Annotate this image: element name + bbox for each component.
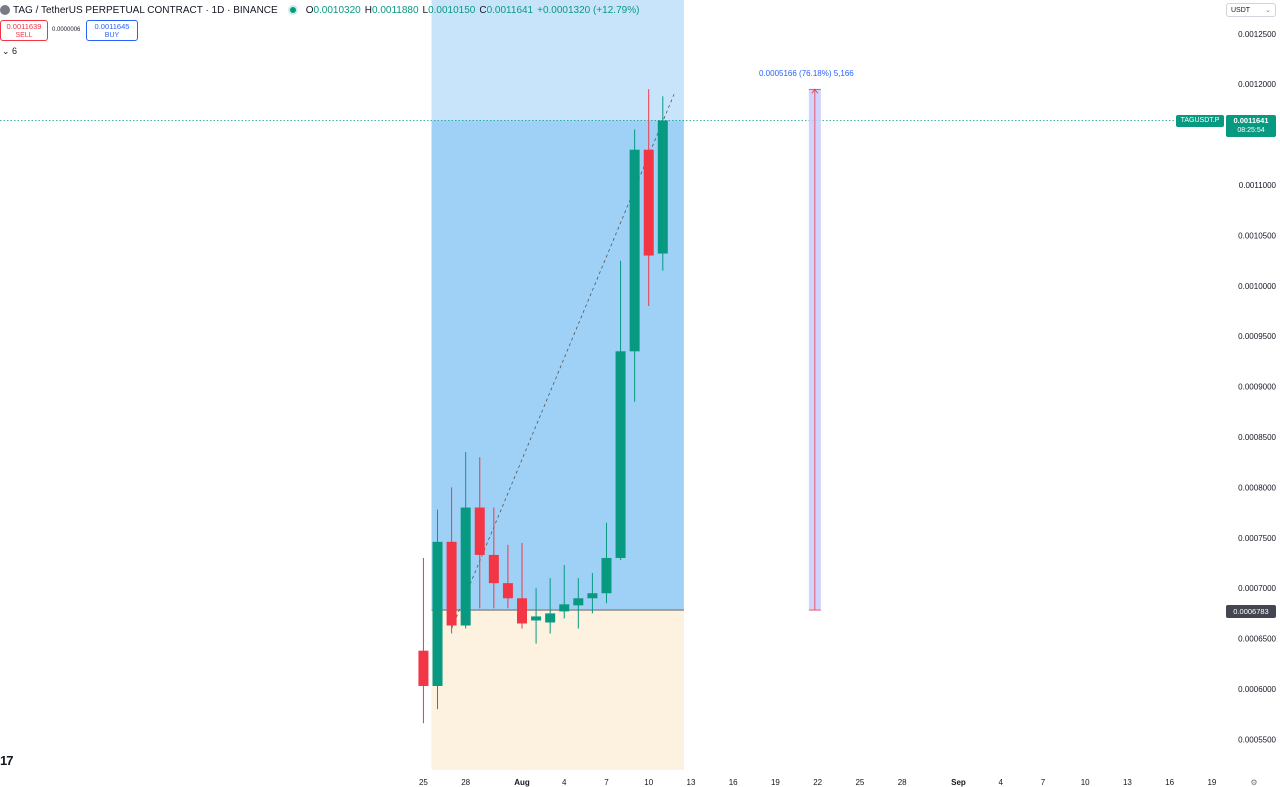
candle-body <box>488 554 499 584</box>
candle-body <box>587 593 598 599</box>
zone-lower <box>431 610 684 770</box>
candle-body <box>418 650 429 686</box>
currency-select[interactable]: USDT ⌄ <box>1226 3 1276 17</box>
measure-label: 0.0005166 (76.18%) 5,166 <box>759 69 854 78</box>
time-tick-label: 4 <box>562 778 567 787</box>
buy-label: BUY <box>104 32 120 39</box>
candle-body <box>629 149 640 352</box>
symbol-logo-icon <box>0 5 10 15</box>
time-tick-label: 22 <box>813 778 822 787</box>
candle-body <box>545 613 556 623</box>
candle-body <box>601 557 612 594</box>
candle-body <box>517 598 527 624</box>
chevron-down-icon: ⌄ <box>1265 7 1271 14</box>
time-tick-label: 4 <box>998 778 1003 787</box>
time-tick-label: 19 <box>1207 778 1216 787</box>
time-tick-label: 13 <box>687 778 696 787</box>
price-tick-label: 0.0009500 <box>1238 332 1276 341</box>
time-tick-label: 25 <box>855 778 864 787</box>
low-label: L <box>422 4 429 16</box>
close-label: C <box>479 4 487 16</box>
time-tick-label: 28 <box>461 778 470 787</box>
candles <box>418 89 668 724</box>
candle-body <box>657 120 668 254</box>
zone-target <box>431 120 684 611</box>
sell-price: 0.0011639 <box>6 22 42 31</box>
bar-countdown: 08:25:54 <box>1237 127 1265 134</box>
measure-arrow-icon <box>811 88 819 94</box>
candle-body <box>531 616 542 621</box>
price-tick-label: 0.0010000 <box>1238 282 1276 291</box>
symbol-price-tag: TAGUSDT.P <box>1176 115 1224 127</box>
time-tick-label: 7 <box>604 778 609 787</box>
candle-body <box>446 541 457 626</box>
price-tick-label: 0.0006000 <box>1238 685 1276 694</box>
close-value: 0.0011641 <box>486 4 534 16</box>
market-open-icon <box>289 7 296 13</box>
price-tick-label: 0.0006500 <box>1238 635 1276 644</box>
spread-value: 0.0000006 <box>52 27 81 33</box>
time-tick-label: 16 <box>729 778 738 787</box>
time-tick-label: Sep <box>951 778 966 787</box>
change-value: +0.0001320 (+12.79%) <box>537 4 640 16</box>
candle-body <box>474 507 485 555</box>
candle-body <box>643 149 654 256</box>
price-tick-label: 0.0005500 <box>1238 735 1276 744</box>
time-tick-label: 16 <box>1165 778 1174 787</box>
price-tick-label: 0.0007000 <box>1238 584 1276 593</box>
price-tick-label: 0.0007500 <box>1238 534 1276 543</box>
tradingview-logo: 17 <box>0 753 14 768</box>
time-tick-label: 19 <box>771 778 780 787</box>
buy-button[interactable]: 0.0011645 BUY <box>86 20 138 41</box>
time-tick-label: 13 <box>1123 778 1132 787</box>
candle-body <box>615 351 626 558</box>
candle-body <box>502 583 513 599</box>
open-label: O <box>305 4 314 16</box>
chart-header: TAG / TetherUS PERPETUAL CONTRACT · 1D ·… <box>0 3 639 17</box>
range-low-tag: 0.0006783 <box>1226 605 1276 618</box>
price-tick-label: 0.0008000 <box>1238 483 1276 492</box>
time-tick-label: 10 <box>644 778 653 787</box>
time-axis: 25 28 Aug 4 7 10 13 16 19 22 25 28 Sep 4 7 10 13 16 19 ⚙ <box>419 778 1258 787</box>
time-tick-label: Aug <box>514 778 530 787</box>
last-price: 0.0011641 <box>1233 116 1269 125</box>
last-price-tag: 0.0011641 08:25:54 <box>1226 115 1276 137</box>
price-tick-label: 0.0011000 <box>1239 181 1277 190</box>
zone-upper <box>431 0 684 121</box>
candle-body <box>559 604 570 612</box>
price-tick-label: 0.0010500 <box>1238 231 1276 240</box>
high-label: H <box>364 4 372 16</box>
time-tick-label: 25 <box>419 778 428 787</box>
time-tick-label: 7 <box>1041 778 1046 787</box>
settings-icon[interactable]: ⚙ <box>1250 778 1257 787</box>
indicators-toggle[interactable]: ⌄ 6 <box>2 46 18 56</box>
candle-body <box>460 507 471 626</box>
price-tick-label: 0.0012000 <box>1238 80 1276 89</box>
currency-value: USDT <box>1231 7 1251 14</box>
price-tick-label: 0.0009000 <box>1238 383 1276 392</box>
low-value: 0.0010150 <box>428 4 476 16</box>
candle-body <box>432 541 443 686</box>
price-tick-label: 0.0012500 <box>1238 30 1276 39</box>
buy-price: 0.0011645 <box>94 22 130 31</box>
sell-label: SELL <box>15 32 33 39</box>
symbol-title[interactable]: TAG / TetherUS PERPETUAL CONTRACT · 1D ·… <box>13 4 278 16</box>
high-value: 0.0011880 <box>371 4 419 16</box>
measure-tool <box>808 88 821 611</box>
price-tick-label: 0.0008500 <box>1238 433 1276 442</box>
price-axis: 0.0012500 0.0012000 0.0011000 0.0010500 0.00… <box>1238 30 1276 745</box>
time-tick-label: 28 <box>898 778 907 787</box>
range-zone <box>431 0 684 770</box>
candle-body <box>573 598 584 606</box>
sell-button[interactable]: 0.0011639 SELL <box>0 20 48 41</box>
open-value: 0.0010320 <box>313 4 361 16</box>
time-tick-label: 10 <box>1081 778 1090 787</box>
